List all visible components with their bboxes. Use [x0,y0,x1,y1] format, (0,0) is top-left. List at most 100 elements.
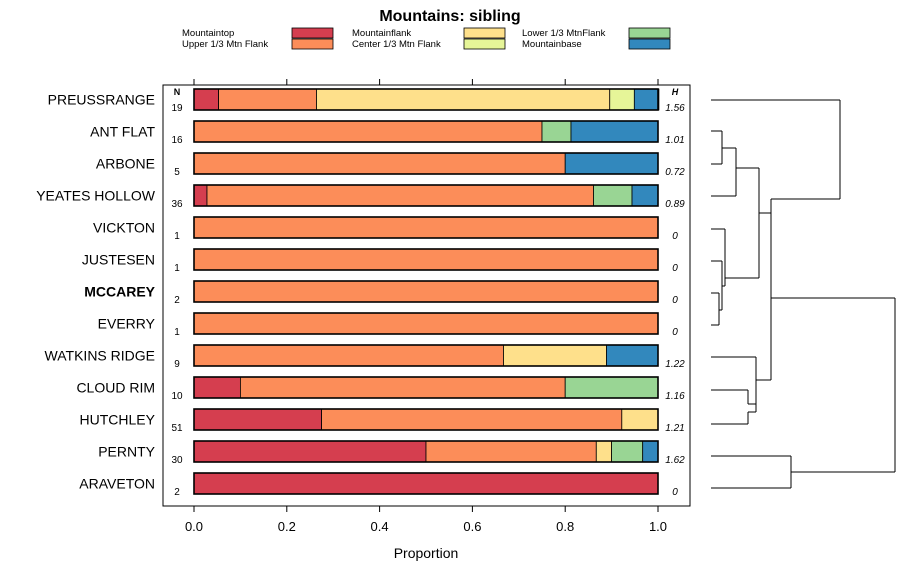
bar-segment [564,376,659,399]
row-label: ANT FLAT [90,124,155,140]
bar-segment [541,120,572,143]
dendrogram [711,99,896,489]
row-label: ARAVETON [79,476,155,492]
legend-swatch [291,27,334,39]
h-value: 0 [672,295,678,306]
h-value: 1.21 [665,423,684,434]
h-value: 1.16 [665,391,685,402]
bar-outline [193,312,659,335]
h-value: 1.22 [665,359,685,370]
n-value: 36 [171,199,183,210]
bar-segment [193,312,659,335]
bar-outline [193,376,659,399]
n-value: 30 [171,455,183,466]
legend-label: Mountainflank [352,28,411,39]
row-label: WATKINS RIDGE [45,348,155,364]
bar-segment [609,88,635,111]
legend-swatch [463,27,506,39]
bar-segment [193,184,208,207]
h-value: 0 [672,231,678,242]
bar-segment [570,120,659,143]
n-value: 1 [174,263,180,274]
legend-label: Mountainbase [522,39,582,50]
n-value: 1 [174,327,180,338]
bar-segment [606,344,659,367]
n-value: 19 [171,103,183,114]
n-column-header: N [174,87,181,97]
bar-segment [193,152,566,175]
bar-outline [193,472,659,495]
bar-segment [193,248,659,271]
bar-segment [425,440,597,463]
legend-swatch [628,27,671,39]
bar-segment [193,344,504,367]
row-label: ARBONE [96,156,155,172]
legend-swatch [291,38,334,50]
bar-segment [631,184,659,207]
legend-swatch [628,38,671,50]
bar-segment [593,184,633,207]
n-value: 1 [174,231,180,242]
bar-segment [642,440,659,463]
x-tick-label: 0.6 [463,519,481,534]
h-value: 1.56 [665,103,685,114]
bar-segment [193,88,219,111]
row-label: PERNTY [98,444,155,460]
row-label: PREUSSRANGE [48,92,155,108]
bar-outline [193,280,659,303]
bar-outline [193,88,659,111]
bar-segment [503,344,607,367]
bar-segment [193,472,659,495]
x-axis: 0.0 0.2 0.4 0.6 0.8 1.0 [185,79,667,534]
row-label: JUSTESEN [82,252,155,268]
n-value: 5 [174,167,180,178]
x-axis-label: Proportion [394,545,459,561]
bar-segment [193,408,322,431]
bar-segment [193,440,427,463]
row-label: VICKTON [93,220,155,236]
bar-segment [316,88,611,111]
legend-label: Upper 1/3 Mtn Flank [182,39,268,50]
legend-label: Mountaintop [182,28,234,39]
n-value: 51 [171,423,183,434]
n-value: 10 [171,391,183,402]
bar-segment [193,280,659,303]
plot-frame [162,84,691,507]
bar-outline [193,344,659,367]
chart-title: Mountains: sibling [379,8,520,25]
h-column-header: H [672,87,679,97]
row-label: CLOUD RIM [76,380,155,396]
bar-segment [595,440,613,463]
h-value: 1.62 [665,455,685,466]
row-label: EVERRY [98,316,156,332]
n-value: 2 [174,295,180,306]
bar-outline [193,408,659,431]
legend-swatch [463,38,506,50]
x-tick-label: 0.8 [556,519,574,534]
bar-segment [193,120,543,143]
x-tick-label: 0.2 [278,519,296,534]
bar-outline [193,152,659,175]
bar-outline [193,120,659,143]
bar-segment [193,376,241,399]
bar-segment [633,88,660,111]
bar-outline [193,216,659,239]
h-value: 1.01 [665,135,684,146]
bar-outline [193,184,659,207]
bar-segment [611,440,644,463]
bar-segment [206,184,594,207]
bar-segment [321,408,623,431]
bar-segment [564,152,659,175]
h-value: 0.72 [665,167,685,178]
row-label: HUTCHLEY [80,412,156,428]
h-value: 0.89 [665,199,685,210]
n-value: 16 [171,135,183,146]
row-label: MCCAREY [84,284,155,300]
bar-outline [193,440,659,463]
n-value: 9 [174,359,180,370]
bar-segment [218,88,317,111]
x-tick-label: 0.4 [371,519,389,534]
row-label: YEATES HOLLOW [36,188,156,204]
legend-label: Lower 1/3 MtnFlank [522,28,606,39]
